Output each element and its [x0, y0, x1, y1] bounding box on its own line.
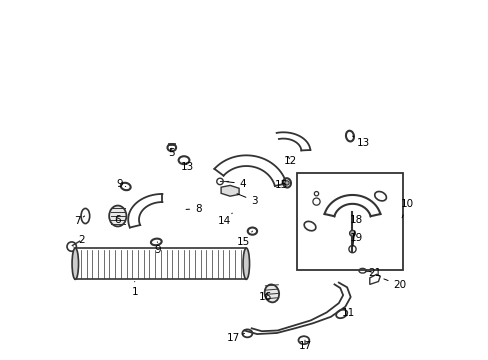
- Text: 11: 11: [341, 308, 354, 318]
- Text: 13: 13: [181, 162, 194, 172]
- Text: 7: 7: [74, 216, 84, 226]
- Text: 15: 15: [237, 231, 252, 247]
- Text: 5: 5: [168, 148, 175, 158]
- Text: 4: 4: [226, 179, 246, 189]
- Ellipse shape: [264, 284, 279, 302]
- Circle shape: [284, 181, 288, 185]
- Ellipse shape: [243, 248, 249, 279]
- Polygon shape: [221, 185, 239, 196]
- Text: 2: 2: [73, 235, 85, 247]
- Text: 3: 3: [237, 194, 257, 206]
- Text: 13: 13: [352, 136, 369, 148]
- Text: 1: 1: [131, 282, 138, 297]
- Ellipse shape: [109, 206, 126, 226]
- Text: 17: 17: [226, 333, 244, 343]
- Bar: [75, 248, 246, 279]
- Ellipse shape: [72, 248, 79, 279]
- Text: 6: 6: [114, 215, 121, 225]
- Text: 20: 20: [383, 279, 406, 290]
- Text: 16: 16: [258, 292, 271, 302]
- Text: 19: 19: [349, 233, 362, 243]
- Text: 15: 15: [274, 180, 287, 190]
- Text: 9: 9: [116, 179, 125, 189]
- Circle shape: [349, 230, 355, 236]
- Text: 9: 9: [154, 242, 161, 255]
- Text: 8: 8: [186, 204, 202, 214]
- Text: 21: 21: [367, 268, 381, 278]
- Bar: [296, 173, 402, 270]
- Text: 18: 18: [349, 215, 362, 246]
- Text: 14: 14: [217, 213, 232, 226]
- Text: 12: 12: [284, 156, 297, 166]
- Text: 17: 17: [298, 340, 311, 351]
- Text: 10: 10: [400, 199, 413, 218]
